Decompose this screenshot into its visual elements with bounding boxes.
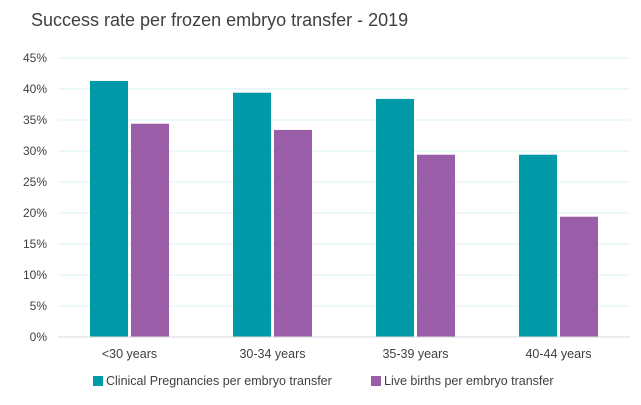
x-category-label: <30 years: [102, 347, 157, 361]
y-tick-label: 15%: [23, 237, 47, 251]
bar-live-births: [131, 123, 169, 337]
bar-clinical-pregnancies: [519, 154, 557, 337]
y-tick-label: 0%: [30, 330, 48, 344]
y-tick-label: 20%: [23, 206, 47, 220]
y-tick-label: 40%: [23, 82, 47, 96]
x-category-label: 30-34 years: [239, 347, 305, 361]
y-tick-label: 5%: [30, 299, 48, 313]
y-tick-label: 30%: [23, 144, 47, 158]
legend: Clinical Pregnancies per embryo transfer…: [93, 374, 554, 388]
y-axis-ticks: 0% 5% 10% 15% 20% 25% 30% 35% 40% 45%: [23, 51, 47, 344]
x-axis-categories: <30 years 30-34 years 35-39 years 40-44 yea…: [102, 347, 592, 361]
bar-clinical-pregnancies: [90, 80, 128, 337]
legend-swatch: [93, 376, 103, 386]
bar-live-births: [274, 129, 312, 337]
legend-label: Clinical Pregnancies per embryo transfer: [106, 374, 332, 388]
bar-live-births: [560, 216, 598, 337]
legend-label: Live births per embryo transfer: [384, 374, 554, 388]
x-category-label: 40-44 years: [525, 347, 591, 361]
y-tick-label: 45%: [23, 51, 47, 65]
chart-title: Success rate per frozen embryo transfer …: [31, 10, 409, 30]
y-tick-label: 25%: [23, 175, 47, 189]
y-tick-label: 35%: [23, 113, 47, 127]
bar-live-births: [417, 154, 455, 337]
legend-swatch: [371, 376, 381, 386]
bar-clinical-pregnancies: [233, 92, 271, 337]
x-category-label: 35-39 years: [382, 347, 448, 361]
bars: [58, 80, 630, 338]
y-tick-label: 10%: [23, 268, 47, 282]
bar-clinical-pregnancies: [376, 98, 414, 337]
